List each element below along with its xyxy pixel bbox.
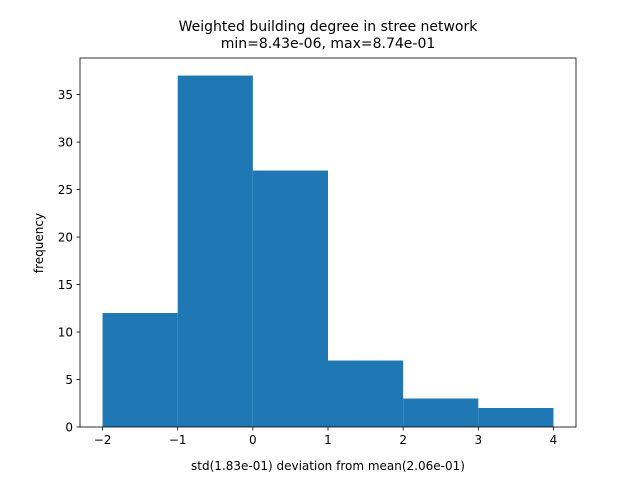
x-tick-label: 1 xyxy=(324,433,332,447)
y-tick-label: 35 xyxy=(58,88,73,102)
histogram-bar-4 xyxy=(403,399,478,427)
y-tick-label: 0 xyxy=(65,420,73,434)
histogram-bar-5 xyxy=(478,408,553,427)
y-axis-label: frequency xyxy=(32,213,46,273)
x-tick-label: 2 xyxy=(399,433,407,447)
x-axis-label: std(1.83e-01) deviation from mean(2.06e-… xyxy=(191,459,465,473)
y-tick-label: 25 xyxy=(58,183,73,197)
histogram-bar-2 xyxy=(253,171,328,427)
x-tick-label: −1 xyxy=(169,433,187,447)
y-tick-label: 10 xyxy=(58,325,73,339)
x-tick-label: 3 xyxy=(474,433,482,447)
x-tick-label: 0 xyxy=(249,433,257,447)
y-tick-label: 5 xyxy=(65,373,73,387)
y-axis-ticks: 0 5 10 15 20 25 30 35 xyxy=(58,88,80,434)
histogram-bar-3 xyxy=(328,361,403,427)
y-tick-label: 20 xyxy=(58,230,73,244)
x-tick-label: −2 xyxy=(94,433,112,447)
chart-title-line-1: Weighted building degree in stree networ… xyxy=(179,19,479,35)
histogram-bar-0 xyxy=(103,313,178,427)
x-tick-label: 4 xyxy=(550,433,558,447)
x-axis-ticks: −2 −1 0 1 2 3 4 xyxy=(94,427,558,447)
y-tick-label: 30 xyxy=(58,135,73,149)
y-tick-label: 15 xyxy=(58,278,73,292)
histogram-bars xyxy=(103,76,554,427)
histogram-bar-1 xyxy=(178,76,253,427)
chart-title-line-2: min=8.43e-06, max=8.74e-01 xyxy=(221,36,436,52)
